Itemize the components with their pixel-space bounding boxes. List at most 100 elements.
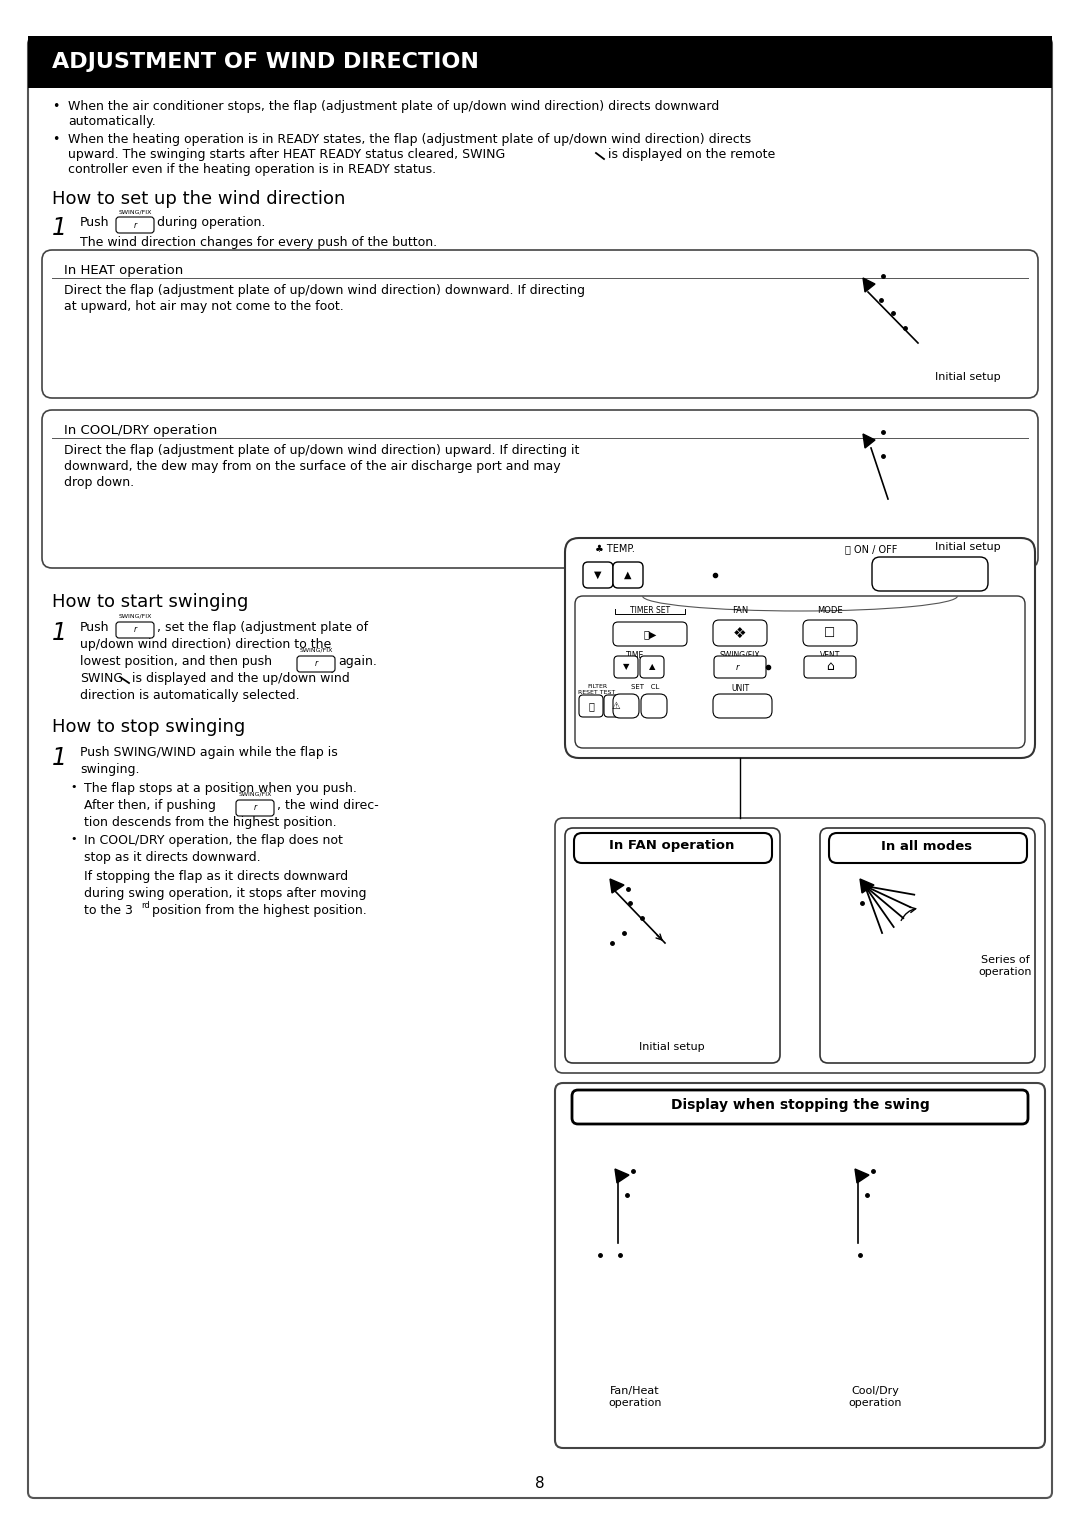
FancyBboxPatch shape [713,694,772,718]
Text: 1: 1 [52,620,67,645]
Text: TIMER SET: TIMER SET [630,607,670,614]
Text: •: • [52,133,59,147]
Text: ▼: ▼ [594,570,602,581]
Text: SWING/FIX: SWING/FIX [119,209,151,214]
Text: is displayed and the up/down wind: is displayed and the up/down wind [132,672,350,685]
Text: ▲: ▲ [649,663,656,671]
FancyBboxPatch shape [642,694,667,718]
Text: again.: again. [338,656,377,668]
Text: Push SWING/WIND again while the flap is: Push SWING/WIND again while the flap is [80,746,338,759]
Text: tion descends from the highest position.: tion descends from the highest position. [84,816,337,830]
Text: Display when stopping the swing: Display when stopping the swing [671,1099,930,1112]
Text: position from the highest position.: position from the highest position. [152,905,367,917]
Text: 1: 1 [52,215,67,240]
Text: r: r [254,804,257,813]
Text: during swing operation, it stops after moving: during swing operation, it stops after m… [84,886,366,900]
Text: SWING/FIX: SWING/FIX [299,648,333,652]
FancyBboxPatch shape [613,694,639,718]
Text: 1: 1 [52,746,67,770]
Text: ♣ TEMP.: ♣ TEMP. [595,544,635,555]
Text: ⌖: ⌖ [589,701,594,711]
Text: r: r [314,660,318,669]
Text: to the 3: to the 3 [84,905,133,917]
FancyBboxPatch shape [820,828,1035,1063]
FancyBboxPatch shape [613,562,643,588]
Text: In all modes: In all modes [881,839,973,853]
FancyBboxPatch shape [116,217,154,232]
Text: VENT: VENT [820,651,840,660]
FancyBboxPatch shape [28,38,1052,1497]
Polygon shape [860,879,874,892]
Text: After then, if pushing: After then, if pushing [84,799,216,811]
FancyBboxPatch shape [42,251,1038,397]
FancyBboxPatch shape [575,596,1025,749]
Text: is displayed on the remote: is displayed on the remote [608,148,775,160]
Text: r: r [134,625,136,634]
Text: during operation.: during operation. [157,215,266,229]
Text: rd: rd [141,902,150,911]
Text: Initial setup: Initial setup [639,1042,705,1051]
FancyBboxPatch shape [116,622,154,639]
Text: at upward, hot air may not come to the foot.: at upward, hot air may not come to the f… [64,299,343,313]
Text: ▲: ▲ [624,570,632,581]
FancyBboxPatch shape [829,833,1027,863]
FancyBboxPatch shape [237,801,274,816]
FancyBboxPatch shape [583,562,613,588]
Text: ☐: ☐ [824,626,836,640]
FancyBboxPatch shape [573,833,772,863]
FancyBboxPatch shape [714,656,766,678]
Text: SWING/FIX: SWING/FIX [119,614,151,619]
Text: lowest position, and then push: lowest position, and then push [80,656,272,668]
Text: SET   CL: SET CL [631,685,659,691]
Text: MODE: MODE [818,607,842,614]
Text: •: • [52,99,59,113]
Text: Series of
operation: Series of operation [978,955,1031,976]
Polygon shape [855,1169,869,1183]
Text: •: • [70,782,77,792]
Text: In FAN operation: In FAN operation [609,839,734,853]
Text: ❖: ❖ [733,625,746,640]
Text: In COOL/DRY operation: In COOL/DRY operation [64,423,217,437]
Polygon shape [863,278,875,292]
Text: , the wind direc-: , the wind direc- [276,799,379,811]
Text: UNIT: UNIT [731,685,750,694]
Text: ADJUSTMENT OF WIND DIRECTION: ADJUSTMENT OF WIND DIRECTION [52,52,478,72]
Text: The flap stops at a position when you push.: The flap stops at a position when you pu… [84,782,356,795]
Text: stop as it directs downward.: stop as it directs downward. [84,851,260,863]
Text: ▼: ▼ [623,663,630,671]
Text: 8: 8 [536,1476,544,1490]
Text: SWING/FIX: SWING/FIX [239,792,272,798]
Text: ⏲▶: ⏲▶ [644,630,657,639]
FancyBboxPatch shape [565,538,1035,758]
FancyBboxPatch shape [804,620,858,646]
FancyBboxPatch shape [604,695,627,717]
Text: r: r [134,220,136,229]
Text: controller even if the heating operation is in READY status.: controller even if the heating operation… [68,163,436,176]
FancyBboxPatch shape [640,656,664,678]
FancyBboxPatch shape [565,828,780,1063]
FancyBboxPatch shape [572,1089,1028,1125]
FancyBboxPatch shape [555,1083,1045,1449]
Text: SWING/FIX: SWING/FIX [719,651,760,660]
Polygon shape [610,879,624,892]
Text: How to set up the wind direction: How to set up the wind direction [52,189,346,208]
Polygon shape [863,434,875,448]
FancyBboxPatch shape [615,656,638,678]
FancyBboxPatch shape [872,558,988,591]
Text: FAN: FAN [732,607,748,614]
FancyBboxPatch shape [613,622,687,646]
Text: automatically.: automatically. [68,115,156,128]
Text: How to start swinging: How to start swinging [52,593,248,611]
Text: The wind direction changes for every push of the button.: The wind direction changes for every pus… [80,235,437,249]
Text: ⏻ ON / OFF: ⏻ ON / OFF [845,544,897,555]
Text: Cool/Dry
operation: Cool/Dry operation [848,1386,902,1407]
FancyBboxPatch shape [713,620,767,646]
Text: FILTER
RESET TEST: FILTER RESET TEST [579,685,616,695]
Text: upward. The swinging starts after HEAT READY status cleared, SWING: upward. The swinging starts after HEAT R… [68,148,505,160]
Text: In HEAT operation: In HEAT operation [64,264,184,277]
Text: •: • [70,834,77,843]
Text: TIME: TIME [626,651,644,660]
Text: direction is automatically selected.: direction is automatically selected. [80,689,299,701]
Text: drop down.: drop down. [64,477,134,489]
Polygon shape [615,1169,629,1183]
